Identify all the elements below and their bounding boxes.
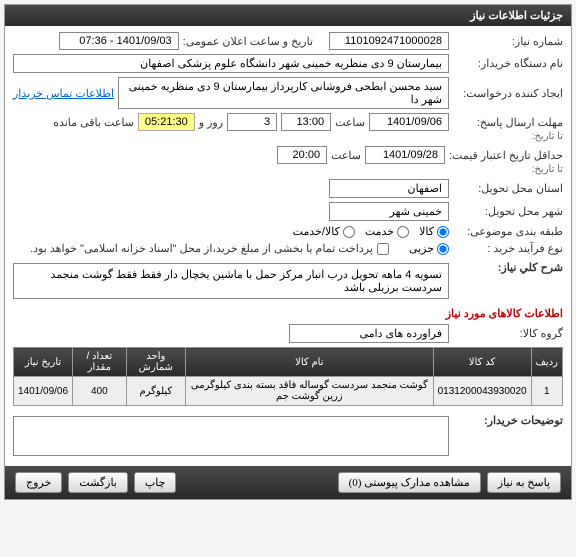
buyer-org-value: بیمارستان 9 دی منظریه خمینی شهر دانشگاه … [13, 54, 449, 73]
table-row: 1 0131200043930020 گوشت منجمد سردست گوسا… [14, 377, 563, 406]
col-code: کد کالا [433, 348, 531, 377]
process-label: نوع فرآیند خرید : [453, 242, 563, 255]
validity-time-lbl: ساعت [331, 149, 361, 162]
print-button[interactable]: چاپ [134, 472, 177, 493]
col-qty: تعداد / مقدار [73, 348, 126, 377]
need-no-label: شماره نیاز: [453, 35, 563, 48]
category-group: کالا خدمت کالا/خدمت [293, 225, 449, 238]
col-date: تاریخ نیاز [14, 348, 73, 377]
cell-date: 1401/09/06 [14, 377, 73, 406]
buyer-org-label: نام دستگاه خریدار: [453, 57, 563, 70]
radio-both-label: کالا/خدمت [293, 225, 340, 238]
day-label: روز و [199, 116, 223, 129]
deadline-time: 13:00 [281, 113, 331, 131]
remaining-time: 05:21:30 [138, 113, 195, 131]
deadline-label: مهلت ارسال پاسخ: [453, 116, 563, 129]
close-button[interactable]: خروج [15, 472, 62, 493]
col-row: ردیف [531, 348, 562, 377]
deadline-time-lbl: ساعت [335, 116, 365, 129]
cell-row: 1 [531, 377, 562, 406]
attachments-button[interactable]: مشاهده مدارک پیوستی (0) [338, 472, 481, 493]
validity-prefix: تا تاریخ: [453, 164, 563, 175]
city-label: شهر محل تحویل: [453, 205, 563, 218]
validity-time: 20:00 [277, 146, 327, 164]
radio-both[interactable] [343, 226, 355, 238]
buyer-note-label: توضیحات خریدار: [453, 414, 563, 427]
province-label: استان محل تحویل: [453, 182, 563, 195]
col-name: نام کالا [186, 348, 434, 377]
footer-bar: پاسخ به نیاز مشاهده مدارک پیوستی (0) چاپ… [5, 466, 571, 499]
radio-service-label: خدمت [365, 225, 394, 238]
province-value: اصفهان [329, 179, 449, 198]
deadline-date: 1401/09/06 [369, 113, 449, 131]
announce-label: تاریخ و ساعت اعلان عمومی: [183, 35, 313, 48]
city-value: خمینی شهر [329, 202, 449, 221]
radio-partial[interactable] [437, 243, 449, 255]
goods-section-title: اطلاعات کالاهای مورد نیاز [13, 307, 563, 320]
creator-label: ایجاد کننده درخواست: [453, 87, 563, 100]
category-label: طبقه بندی موضوعی: [453, 225, 563, 238]
radio-good-label: کالا [419, 225, 434, 238]
radio-partial-label: جزیی [409, 242, 434, 255]
cell-unit: کیلوگرم [126, 377, 186, 406]
cell-code: 0131200043930020 [433, 377, 531, 406]
radio-service[interactable] [397, 226, 409, 238]
validity-label: حداقل تاریخ اعتبار قیمت: [449, 149, 563, 162]
creator-value: سید محسن ابطحی فروشانی کارپرداز بیمارستا… [118, 77, 449, 109]
remain-label: ساعت باقی مانده [53, 116, 134, 129]
cell-qty: 400 [73, 377, 126, 406]
desc-text: تسویه 4 ماهه تحویل درب انبار مرکز حمل با… [13, 263, 449, 299]
treasury-checkbox[interactable] [377, 243, 389, 255]
goods-group-label: گروه کالا: [453, 327, 563, 340]
col-unit: واحد شمارش [126, 348, 186, 377]
items-table: ردیف کد کالا نام کالا واحد شمارش تعداد /… [13, 347, 563, 406]
reply-button[interactable]: پاسخ به نیاز [487, 472, 561, 493]
need-no-value: 1101092471000028 [329, 32, 449, 50]
radio-good[interactable] [437, 226, 449, 238]
goods-group-value: فراورده های دامی [289, 324, 449, 343]
validity-date: 1401/09/28 [365, 146, 445, 164]
day-count: 3 [227, 113, 277, 131]
desc-label: شرح کلي نیاز: [453, 261, 563, 274]
announce-value: 1401/09/03 - 07:36 [59, 32, 179, 50]
treasury-note: پرداخت تمام یا بخشی از مبلغ خرید،از محل … [30, 242, 373, 255]
cell-name: گوشت منجمد سردست گوساله فاقد بسته بندی ک… [186, 377, 434, 406]
back-button[interactable]: بازگشت [68, 472, 128, 493]
contact-link[interactable]: اطلاعات تماس خریدار [13, 87, 114, 100]
deadline-prefix: تا تاریخ: [453, 131, 563, 142]
panel-title: جزئیات اطلاعات نیاز [5, 5, 571, 26]
buyer-note-box [13, 416, 449, 456]
